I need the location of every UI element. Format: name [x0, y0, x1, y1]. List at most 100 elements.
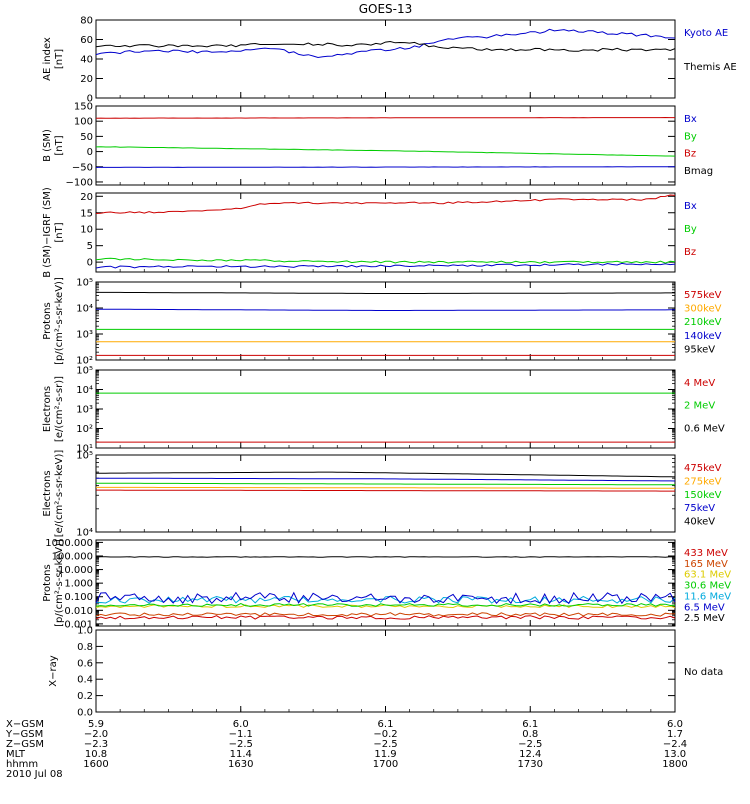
y-tick-label: 100 [74, 117, 93, 128]
y-tick-label: 10¹ [76, 444, 93, 455]
series-line [95, 40, 676, 52]
x-tick-label: −2.5 [229, 739, 253, 750]
x-tick-label: 11.9 [374, 749, 396, 760]
y-tick-label: 0.6 [77, 658, 93, 669]
y-axis-label: X−ray [48, 655, 59, 686]
y-axis-label: Protons [42, 564, 53, 601]
series-line [95, 166, 676, 168]
y-axis-label: [p/(cm²-s-sr-keV)] [54, 539, 65, 627]
legend-entry: 63.1 MeV [684, 570, 731, 581]
legend-entry: 2 MeV [684, 401, 715, 412]
x-tick-label: 6.0 [667, 719, 683, 730]
x-tick-label: −2.4 [663, 739, 687, 750]
panel-frame [95, 19, 676, 99]
legend-entry: Bz [684, 247, 696, 258]
x-tick-label: 6.1 [522, 719, 538, 730]
y-tick-label: 150 [74, 102, 93, 113]
series-line [95, 262, 676, 269]
legend-entry: 165 MeV [684, 559, 728, 570]
y-axis-label: [e/(cm²-s-sr-keV)] [54, 450, 65, 538]
legend-entry: Bz [684, 149, 696, 160]
y-tick-label: 0.001 [64, 619, 93, 630]
x-axis-row-label: X−GSM [6, 719, 44, 730]
legend-entry: Bx [684, 201, 697, 212]
plot-title: GOES-13 [359, 2, 413, 16]
y-tick-label: 10⁵ [76, 366, 93, 377]
series-line [95, 603, 676, 607]
x-tick-label: 1600 [83, 759, 108, 770]
y-tick-label: 1.0 [77, 626, 93, 637]
x-tick-label: −0.2 [373, 729, 397, 740]
y-axis-label: B (SM)−IGRF (SM) [42, 187, 53, 278]
y-tick-label: 10 [80, 225, 93, 236]
legend-entry: 475keV [684, 463, 722, 474]
y-axis-label: [nT] [54, 135, 65, 155]
y-axis-label: AE index [42, 37, 53, 81]
series-line [95, 146, 676, 157]
x-tick-label: −2.5 [518, 739, 542, 750]
y-tick-label: 0.100 [64, 592, 93, 603]
y-tick-label: 0 [87, 147, 93, 158]
x-tick-label: −2.0 [84, 729, 108, 740]
legend-entry: By [684, 224, 697, 235]
y-tick-label: 0.8 [77, 642, 93, 653]
legend-entry: 2.5 MeV [684, 613, 725, 624]
legend-entry: 150keV [684, 490, 722, 501]
series-line [96, 486, 675, 489]
x-tick-label: 6.1 [378, 719, 394, 730]
no-data-note: No data [684, 667, 723, 678]
y-tick-label: 10⁴ [76, 385, 93, 396]
y-tick-label: 1.000 [64, 579, 93, 590]
panel-7: 1000.000 100.000 10.000 1.000 0.100 0.010 0.00… [42, 538, 731, 631]
legend-entry: 433 MeV [684, 548, 728, 559]
y-axis-label: [nT] [54, 222, 65, 242]
y-tick-label: 1000.000 [45, 538, 93, 549]
legend-entry: 0.6 MeV [684, 423, 725, 434]
y-axis-label: [e/(cm²-s-sr)] [54, 376, 65, 442]
panel-2: 150 100 50 0 −50 −100 B (SM) [nT] Bx By Bz Bmag [42, 102, 713, 189]
y-tick-label: 10² [76, 424, 93, 435]
y-tick-label: 0 [87, 94, 93, 105]
legend-entry: 11.6 MeV [684, 591, 731, 602]
legend-entry: 6.5 MeV [684, 602, 725, 613]
y-tick-label: 5 [87, 241, 93, 252]
x-tick-label: 12.4 [519, 749, 541, 760]
series-line [95, 591, 676, 605]
y-tick-label: 10⁵ [76, 278, 93, 289]
y-tick-label: 10² [76, 356, 93, 367]
y-tick-label: 80 [80, 16, 93, 27]
legend-entry: Themis AE [683, 62, 737, 73]
y-tick-label: 10.000 [58, 565, 93, 576]
y-axis-label: Electrons [42, 386, 53, 432]
panel-3: 20 15 10 5 0 B (SM)−IGRF (SM) [nT] Bx By Bz [42, 187, 697, 278]
x-axis-row-label: hhmm [6, 759, 38, 770]
series-line [95, 194, 676, 214]
x-tick-label: 13.0 [664, 749, 686, 760]
panel-4: 10⁵ 10⁴ 10³ 10² Protons [p/(cm²-s-sr-keV)] 575… [42, 277, 722, 366]
y-tick-label: 10⁵ [76, 451, 93, 462]
y-axis-label: [p/(cm²-s-sr-keV)] [54, 277, 65, 365]
x-tick-label: 11.4 [230, 749, 252, 760]
panel-frame [95, 454, 676, 533]
panel-1: 0 20 40 60 80 AE index [nT] Kyoto AE Themis AE [42, 16, 737, 105]
y-tick-label: 20 [80, 192, 93, 203]
x-tick-label: 1700 [373, 759, 398, 770]
x-tick-label: −1.1 [229, 729, 253, 740]
x-tick-label: 1800 [662, 759, 687, 770]
series-line [95, 116, 675, 119]
legend-entry: 140keV [684, 331, 722, 342]
legend-entry: By [684, 131, 697, 142]
x-tick-label: 5.9 [88, 719, 104, 730]
panel-frame [95, 629, 676, 713]
series-line [95, 595, 676, 604]
y-tick-label: 10³ [76, 330, 93, 341]
panel-frame [95, 539, 676, 627]
y-tick-label: 60 [80, 35, 93, 46]
series-line [95, 257, 676, 264]
series-line [96, 477, 676, 482]
x-tick-label: 10.8 [85, 749, 107, 760]
x-tick-label: 0.8 [522, 729, 538, 740]
y-tick-label: 100.000 [52, 551, 93, 562]
